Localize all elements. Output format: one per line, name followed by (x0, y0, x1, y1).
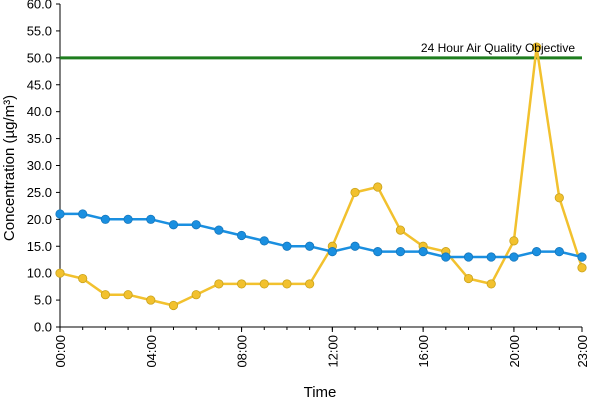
series-2-point (78, 273, 88, 284)
series-1-point (282, 241, 292, 251)
series-1-point (327, 247, 337, 257)
series-1-point (168, 220, 179, 230)
series-2-point (191, 290, 201, 300)
x-tick-label: 04:00 (144, 335, 159, 368)
series-1-point (418, 247, 428, 257)
series-1-point (532, 247, 542, 257)
series-2-point (463, 273, 474, 284)
x-tick-label: 12:00 (325, 335, 340, 368)
series-1-line (60, 212, 583, 259)
series-1-point (350, 241, 360, 251)
y-tick-label: 30.0 (27, 158, 52, 173)
series-1-point (441, 252, 451, 262)
series-1-point (554, 247, 564, 257)
series-1-point (259, 236, 269, 246)
series-2-point (168, 300, 179, 311)
y-tick-label: 50.0 (27, 50, 52, 65)
series-2-line (59, 45, 584, 307)
x-tick-label: 16:00 (416, 335, 431, 368)
y-tick-label: 10.0 (27, 266, 52, 281)
series-1-point (100, 214, 110, 224)
series-1-point (214, 225, 224, 235)
series-2-point (282, 279, 292, 289)
series-2-point (554, 193, 564, 203)
y-tick-label: 60.0 (27, 0, 52, 12)
series-2-point (577, 263, 587, 273)
objective-line-label: 24 Hour Air Quality Objective (421, 41, 575, 55)
series-2-point (395, 225, 406, 235)
y-tick-label: 20.0 (27, 212, 52, 227)
series-1-point (55, 209, 65, 219)
series-1-point (236, 230, 247, 241)
series-2-point (214, 279, 224, 289)
y-tick-label: 45.0 (27, 77, 52, 92)
y-tick-label: 35.0 (27, 131, 52, 146)
series-1-point (123, 214, 133, 224)
series-2-point (373, 182, 383, 192)
x-tick-label: 08:00 (235, 335, 250, 368)
series-2-point (123, 290, 133, 300)
y-tick-label: 0.0 (34, 320, 52, 335)
y-tick-label: 15.0 (27, 239, 52, 254)
series-2-point (305, 279, 315, 289)
series-1-point (486, 252, 496, 262)
series-2-point (486, 279, 496, 289)
y-tick-label: 25.0 (27, 185, 52, 200)
y-axis-title: Concentration (µg/m³) (1, 95, 18, 241)
y-tick-label: 40.0 (27, 104, 52, 119)
x-tick-label: 20:00 (507, 335, 522, 368)
x-tick-label: 00:00 (53, 335, 68, 368)
series-2-point (509, 236, 519, 246)
series-1-point (577, 252, 587, 262)
series-1-point (373, 247, 383, 257)
x-tick-label: 23:00 (575, 335, 590, 368)
series-2-point (236, 279, 247, 289)
y-tick-label: 5.0 (34, 293, 52, 308)
series-2-point (350, 187, 360, 198)
series-1-point (78, 209, 88, 219)
series-1-point (191, 220, 201, 230)
series-2-point (146, 295, 156, 305)
series-2-point (100, 290, 110, 300)
series-2-point (532, 42, 542, 52)
series-1-point (305, 241, 315, 251)
y-tick-label: 55.0 (27, 23, 52, 38)
x-axis-title: Time (304, 384, 337, 400)
series-1-point (463, 252, 474, 262)
series-1-point (395, 247, 406, 257)
series-2-point (259, 279, 269, 289)
series-1-point (509, 252, 519, 262)
series-2-point (55, 268, 65, 278)
series-1-point (146, 214, 156, 224)
